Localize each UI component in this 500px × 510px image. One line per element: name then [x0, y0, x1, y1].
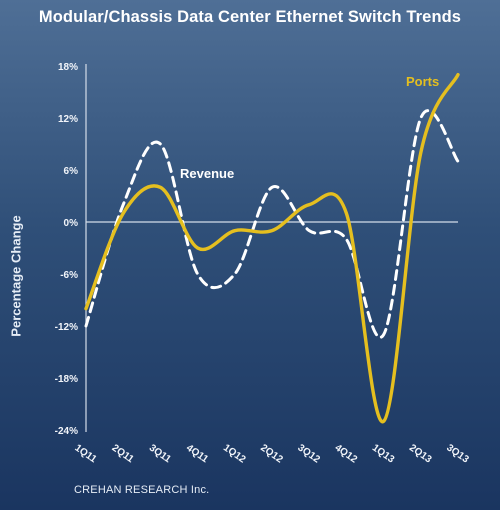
- x-tick-label: 1Q13: [370, 442, 397, 465]
- x-tick-label: 3Q13: [444, 442, 471, 465]
- y-tick-label: 6%: [64, 166, 79, 177]
- series-lines: [84, 72, 460, 424]
- y-tick-label: 18%: [58, 62, 78, 73]
- y-tick-label: -12%: [55, 322, 78, 333]
- series-label-ports: Ports: [406, 74, 439, 89]
- y-axis-label: Percentage Change: [8, 215, 24, 337]
- x-tick-label: 2Q13: [407, 442, 434, 465]
- source-label: CREHAN RESEARCH Inc.: [74, 484, 210, 496]
- chart-title: Modular/Chassis Data Center Ethernet Swi…: [38, 8, 462, 26]
- x-tick-label: 1Q12: [221, 442, 248, 465]
- y-tick-label: -6%: [60, 270, 78, 281]
- series-label-revenue: Revenue: [180, 166, 234, 181]
- x-tick-label: 3Q12: [295, 442, 322, 465]
- y-tick-label: -18%: [55, 374, 78, 385]
- series-line-ports: [84, 72, 460, 424]
- axes: 18% 12% 6% 0% -6% -12% -18% -24% 1Q11 2Q11 3Q11 4Q1…: [55, 62, 471, 466]
- y-tick-label: 12%: [58, 114, 78, 125]
- y-tick-label: -24%: [55, 426, 78, 437]
- x-tick-label: 4Q12: [333, 442, 360, 465]
- x-tick-label: 4Q11: [184, 443, 210, 466]
- series-labels: Revenue Ports: [180, 74, 439, 181]
- series-line-revenue: [84, 109, 460, 339]
- x-tick-label: 1Q11: [72, 443, 98, 466]
- x-tick-label: 3Q11: [147, 443, 173, 466]
- x-tick-label: 2Q12: [258, 442, 285, 465]
- y-tick-label: 0%: [64, 218, 79, 229]
- x-tick-label: 2Q11: [110, 443, 136, 466]
